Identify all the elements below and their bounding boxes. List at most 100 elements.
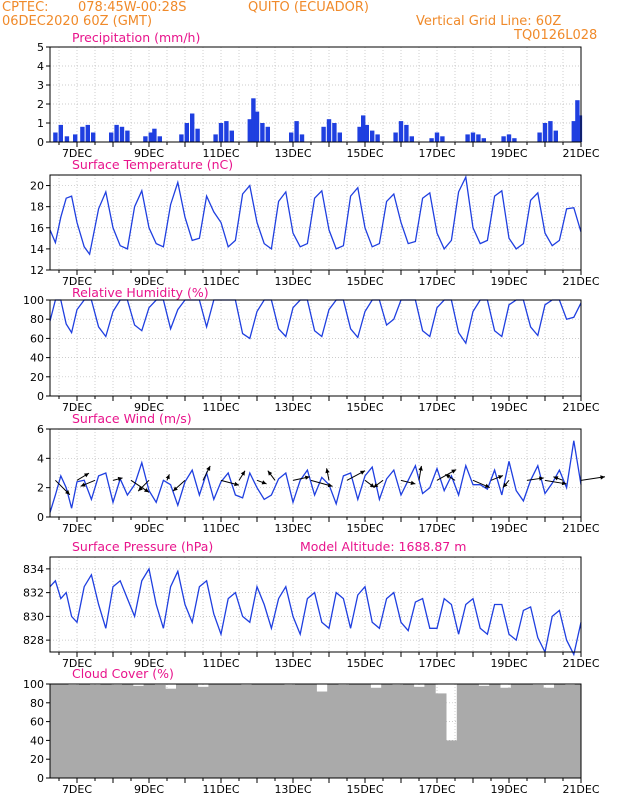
wind-arrow-head xyxy=(369,483,375,488)
wind-arrow-head xyxy=(80,482,86,487)
wind-arrow-head xyxy=(304,475,310,480)
y-tick-label: 80 xyxy=(30,697,44,710)
cloud-bar xyxy=(446,740,458,778)
y-tick-label: 100 xyxy=(23,294,44,307)
cloud-bar xyxy=(219,684,231,778)
wind-arrow-head xyxy=(65,490,70,495)
precip-bar xyxy=(393,132,398,142)
precip-bar xyxy=(143,136,148,142)
cloud-bar xyxy=(165,688,177,778)
cloud-bar xyxy=(89,684,101,778)
cloud-bar xyxy=(532,684,544,778)
cloud-bar xyxy=(543,687,555,778)
x-tick-label: 21DEC xyxy=(562,275,599,288)
cloud-bar xyxy=(230,684,242,778)
precip-bar xyxy=(157,136,162,142)
precip-bar xyxy=(294,121,299,142)
cloud-bar xyxy=(208,684,220,778)
cloud-bar xyxy=(251,684,263,778)
cloud-bar xyxy=(111,684,123,778)
y-tick-label: 60 xyxy=(30,716,44,729)
precip-bar xyxy=(429,138,434,142)
precip-bar xyxy=(53,132,58,142)
precip-bar xyxy=(114,124,119,142)
wind-arrow-head xyxy=(144,488,149,493)
precip-bar xyxy=(465,134,470,142)
x-tick-label: 9DEC xyxy=(134,522,164,535)
precip-bar xyxy=(470,132,476,142)
cloud-bar xyxy=(197,686,209,778)
x-tick-label: 21DEC xyxy=(562,401,599,414)
cloud-bar xyxy=(370,687,382,778)
precip-bar xyxy=(247,119,252,142)
cloud-bar xyxy=(521,684,533,778)
cloud-bar xyxy=(305,684,317,778)
panel-frame xyxy=(49,556,582,653)
wind-arrow-head xyxy=(503,482,508,488)
x-tick-label: 9DEC xyxy=(134,401,164,414)
cloud-bar xyxy=(392,684,404,778)
series-line xyxy=(49,567,582,657)
y-tick-label: 2 xyxy=(37,98,44,111)
precip-bar xyxy=(571,121,576,142)
y-tick-label: 20 xyxy=(30,371,44,384)
precip-bar xyxy=(332,123,337,142)
precip-bar xyxy=(337,132,342,142)
x-tick-label: 17DEC xyxy=(418,147,455,160)
precip-bar xyxy=(195,128,200,142)
cloud-bar xyxy=(176,684,188,778)
precip-bar xyxy=(289,132,294,142)
wind-arrow-head xyxy=(445,474,451,479)
y-tick-label: 0 xyxy=(37,390,44,403)
wind-arrow-head xyxy=(539,476,544,481)
precip-bar xyxy=(148,132,153,142)
series-line xyxy=(49,440,582,513)
x-tick-label: 7DEC xyxy=(62,657,92,670)
wind-arrow-head xyxy=(165,474,170,480)
precip-bar xyxy=(476,134,481,142)
coordinates-label: 078:45W-00:28S xyxy=(78,0,187,15)
grid-note-label: Vertical Grid Line: 60Z xyxy=(416,14,562,29)
y-tick-label: 5 xyxy=(37,41,44,54)
wind-arrow-head xyxy=(418,465,423,471)
x-tick-label: 11DEC xyxy=(202,522,239,535)
precip-bar xyxy=(512,138,517,142)
wind-arrow-head xyxy=(498,475,503,480)
x-tick-label: 13DEC xyxy=(274,401,311,414)
precip-bar xyxy=(218,123,224,142)
series-line xyxy=(49,299,582,345)
y-tick-label: 1 xyxy=(37,117,44,130)
cloud-bar xyxy=(467,684,479,778)
y-tick-label: 40 xyxy=(30,352,44,365)
y-tick-label: 20 xyxy=(30,753,44,766)
precip-bar xyxy=(364,124,369,142)
precip-bar xyxy=(260,123,265,142)
cloud-bar xyxy=(338,684,350,778)
y-tick-label: 16 xyxy=(30,222,44,235)
panel-title: Precipitation (mm/h) xyxy=(72,30,200,45)
cloud-bar xyxy=(402,684,415,778)
series-line xyxy=(49,174,582,256)
cloud-bar xyxy=(68,684,80,778)
cloud-bar xyxy=(348,684,361,778)
precip-bar xyxy=(213,134,218,142)
precip-bar xyxy=(575,100,580,142)
wind-arrow-head xyxy=(138,486,143,492)
panel-frame xyxy=(49,46,582,143)
panel-title: Cloud Cover (%) xyxy=(72,666,174,681)
cloud-bar xyxy=(574,684,582,778)
x-tick-label: 11DEC xyxy=(202,147,239,160)
cloud-bar xyxy=(510,684,523,778)
y-tick-label: 6 xyxy=(37,423,44,436)
x-tick-label: 19DEC xyxy=(490,275,527,288)
x-tick-label: 19DEC xyxy=(490,657,527,670)
x-tick-label: 7DEC xyxy=(62,401,92,414)
cloud-bar xyxy=(78,684,91,778)
precip-bar xyxy=(321,126,326,142)
cloud-bar xyxy=(273,684,285,778)
y-tick-label: 60 xyxy=(30,332,44,345)
wind-arrow-head xyxy=(600,475,605,480)
cloud-bar xyxy=(456,684,469,778)
precip-bar xyxy=(58,124,63,142)
x-tick-label: 7DEC xyxy=(62,783,92,796)
